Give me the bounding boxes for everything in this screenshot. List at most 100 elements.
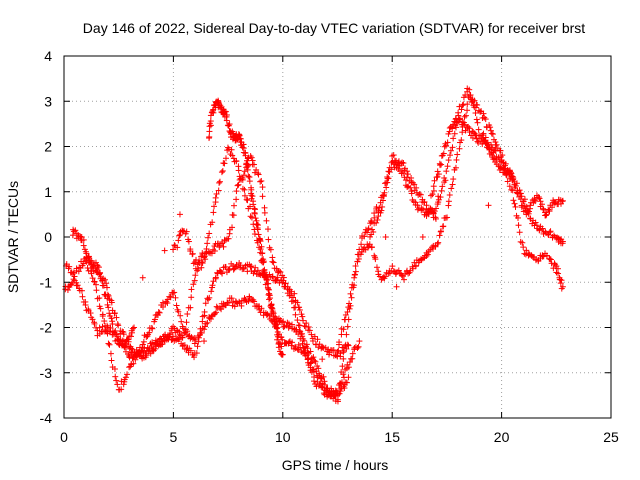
data-point-sat-b [349,355,356,362]
data-point-sat-f [546,229,553,236]
data-point-sat-h [518,193,525,200]
data-point-sat-d [247,213,254,220]
data-point-sat-d [175,237,182,244]
data-point-sat-b [251,161,258,168]
data-point-sat-b [202,256,209,263]
data-point-sat-e [250,198,257,205]
data-point-sat-b [294,317,301,324]
data-point-sat-i [98,277,105,284]
data-point-sat-g [370,228,377,235]
data-point-sat-d [209,219,216,226]
data-point-sat-h [546,208,553,215]
data-point-sat-h [517,190,524,197]
data-point-sat-b [179,334,186,341]
data-point-sat-d [211,203,218,210]
data-point-sat-b [159,338,166,345]
data-point-sat-b [259,184,266,191]
data-point-sat-g [380,193,387,200]
data-point-sat-d [423,202,430,209]
data-point-sat-b [234,182,241,189]
data-point-sat-d [339,363,346,370]
data-point-sat-f [435,239,442,246]
data-point-sat-a [191,354,198,361]
data-point-sat-b [240,172,247,179]
data-point-sat-b [253,166,260,173]
data-point-sat-f [464,107,471,114]
data-point-sat-f [461,113,468,120]
data-point-sat-f [536,227,543,234]
data-point-sat-g [469,98,476,105]
data-point-sat-g [547,256,554,263]
data-point-sat-g [443,168,450,175]
data-point-sat-d [416,191,423,198]
data-point-sat-d [317,375,324,382]
data-point-sat-g [378,207,385,214]
data-point-sat-d [352,262,359,269]
data-point-sat-h [502,171,509,178]
data-point-sat-d [213,190,220,197]
data-point-sat-g [442,177,449,184]
data-point-sat-a [306,327,313,334]
data-point-sat-b [270,259,277,266]
data-point-sat-g [557,280,564,287]
data-point-sat-g [400,170,407,177]
data-point-sat-c [213,309,220,316]
data-point-sat-i [83,250,90,257]
data-point-sat-d [236,173,243,180]
data-point-sat-c [160,303,167,310]
data-point-sat-c [167,294,174,301]
data-point-sat-g [510,197,517,204]
data-point-sat-b [184,311,191,318]
data-point-sat-d [203,245,210,252]
data-point-sat-a [157,335,164,342]
data-point-sat-c [195,334,202,341]
data-point-sat-a [194,343,201,350]
data-point-sat-b [230,212,237,219]
data-point-sat-h [461,119,468,126]
data-point-sat-a [325,346,332,353]
data-point-sat-g [455,112,462,119]
data-point-sat-d [244,197,251,204]
data-point-sat-a [208,288,215,295]
data-point-sat-i [96,271,103,278]
data-point-sat-g [384,175,391,182]
data-point-sat-f [481,114,488,121]
data-point-sat-d [170,246,177,253]
data-point-sat-c [156,309,163,316]
data-point-sat-g [466,86,473,93]
data-point-sat-b [241,168,248,175]
data-point-sat-a [219,270,226,277]
data-point-sat-f [347,290,354,297]
data-point-sat-g [374,216,381,223]
data-point-sat-g [553,269,560,276]
data-point-sat-d [216,179,223,186]
data-point-isolated [435,193,442,200]
data-point-sat-f [499,152,506,159]
data-point-sat-g [555,270,562,277]
data-point-sat-d [421,198,428,205]
data-point-sat-h [531,197,538,204]
data-point-sat-g [520,244,527,251]
data-point-sat-c [106,341,113,348]
data-point-sat-f [413,262,420,269]
data-point-sat-c [151,316,158,323]
data-point-sat-b [259,193,266,200]
data-point-sat-d [225,146,232,153]
data-point-sat-f [381,273,388,280]
data-point-sat-h [469,134,476,141]
data-point-sat-c [139,341,146,348]
data-point-sat-b [267,246,274,253]
data-point-sat-g [519,239,526,246]
data-point-sat-b [158,341,165,348]
data-point-sat-c [124,371,131,378]
data-point-sat-h [537,198,544,205]
data-point-sat-d [336,380,343,387]
data-point-sat-h [559,197,566,204]
data-point-sat-b [292,311,299,318]
data-point-sat-c [225,299,232,306]
data-point-sat-a [311,333,318,340]
data-point-sat-h [511,178,518,185]
data-point-sat-e [252,215,259,222]
data-point-sat-c [170,289,177,296]
